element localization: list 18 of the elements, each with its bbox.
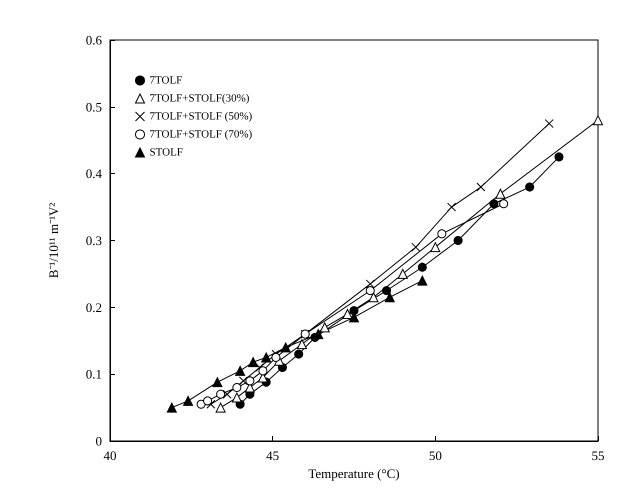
y-tick-label: 0.6 [86,32,102,48]
x-tick-label: 40 [104,448,116,463]
legend-label: 7TOLF+STOLF (50%) [150,110,252,122]
legend-label: 7TOLF [150,74,182,86]
y-axis-title: B⁻¹/10¹¹ m⁻¹V² [46,202,61,278]
x-tick-label: 45 [266,448,280,463]
x-axis-title: Temperature (°C) [308,466,400,481]
x-tick-label: 50 [428,448,442,463]
y-tick-label: 0.5 [86,99,102,114]
y-tick-label: 0.1 [86,366,102,382]
legend-label: STOLF [150,146,183,158]
y-tick-label: 0 [96,434,102,448]
legend-label: 7TOLF+STOLF (70%) [150,128,252,140]
legend-label: 7TOLF+STOLF(30%) [150,92,250,104]
y-tick-label: 0.2 [86,300,102,315]
x-tick-label: 55 [592,448,604,463]
y-tick-label: 0.3 [86,233,102,248]
y-tick-label: 0.4 [86,166,102,182]
